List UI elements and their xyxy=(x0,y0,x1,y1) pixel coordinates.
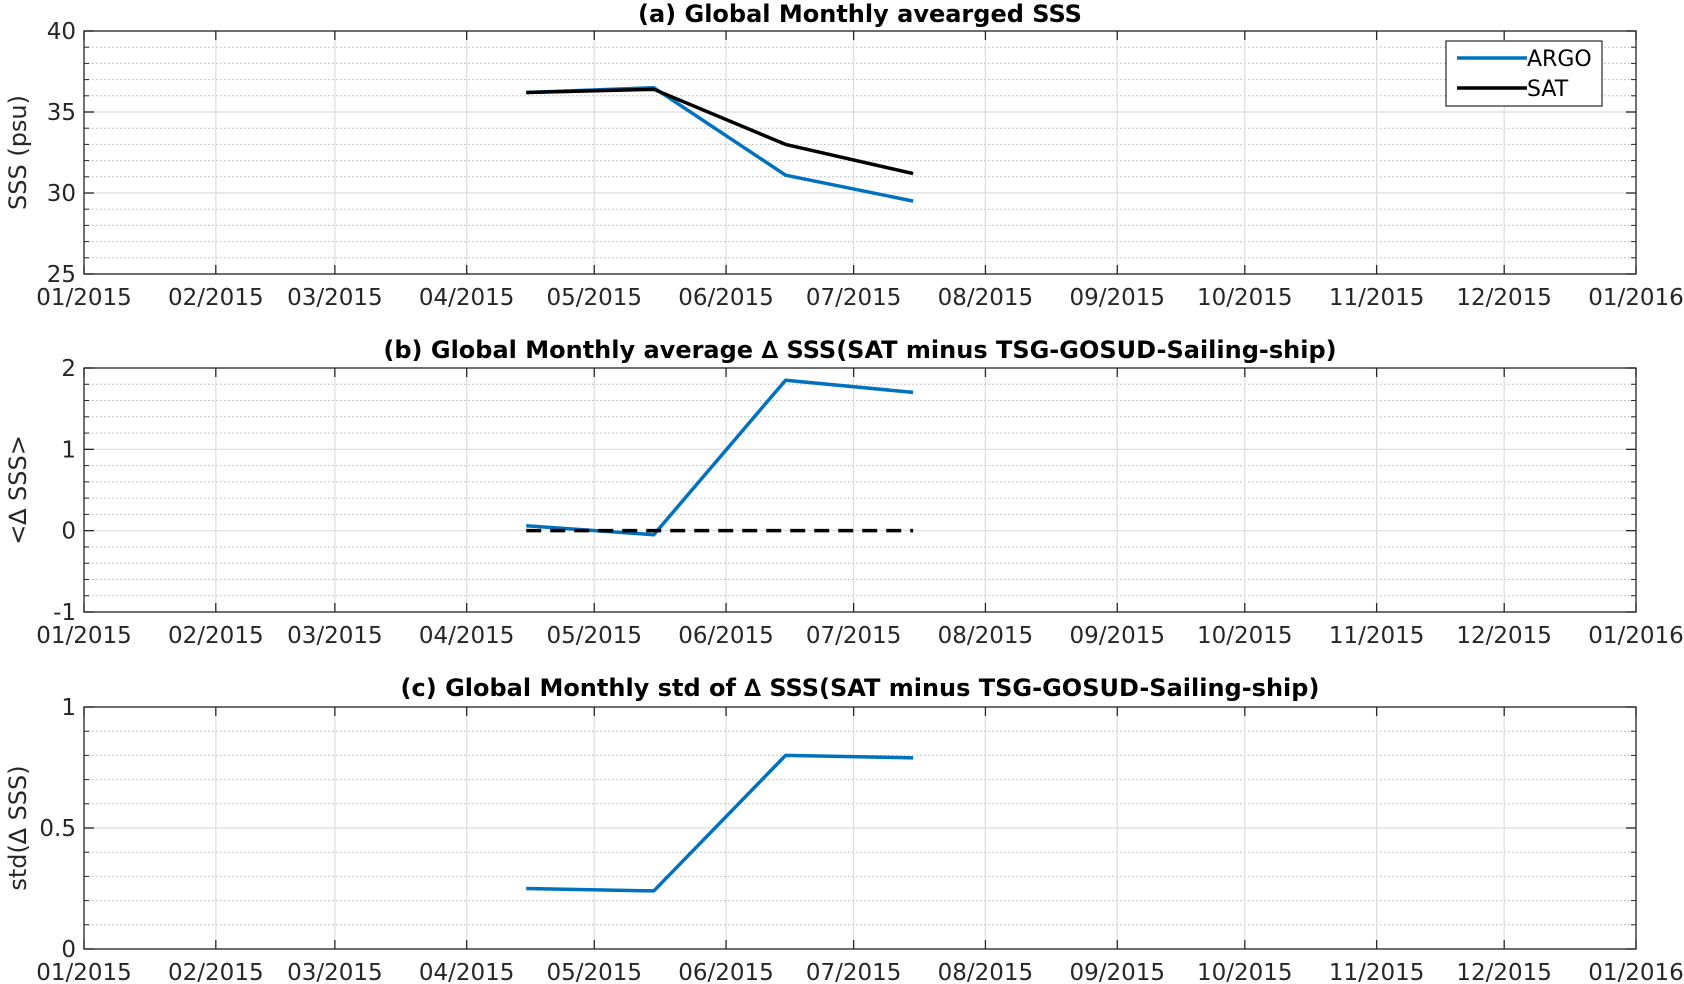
panel-b-x-tick-label: 01/2016 xyxy=(1588,623,1684,649)
panel-c-x-tick-label: 12/2015 xyxy=(1456,960,1552,984)
panel-a-x-tick-label: 09/2015 xyxy=(1069,285,1165,311)
panel-b-y-axis-label: <∆ SSS> xyxy=(4,435,32,545)
panel-b-x-tick-label: 11/2015 xyxy=(1329,623,1425,649)
panel-b-x-tick-label: 01/2015 xyxy=(36,623,132,649)
panel-b-x-tick-label: 09/2015 xyxy=(1069,623,1165,649)
panel-b: 01/2015 02/2015 03/2015 04/2015 05/2015 06/20… xyxy=(4,336,1684,649)
panel-c-x-tick-label: 09/2015 xyxy=(1069,960,1165,984)
panel-b-x-tick-label: 12/2015 xyxy=(1456,623,1552,649)
panel-a-series-sat xyxy=(526,87,914,176)
panel-b-x-tick-label: 03/2015 xyxy=(287,623,383,649)
panel-b-tick-marks xyxy=(83,367,1637,613)
panel-b-x-tick-label: 08/2015 xyxy=(938,623,1034,649)
panel-b-x-tick-label: 06/2015 xyxy=(678,623,774,649)
panel-a-y-tick-label: 30 xyxy=(47,181,76,207)
panel-a-plot-area xyxy=(84,31,1636,274)
panel-b-x-tick-label: 05/2015 xyxy=(546,623,642,649)
panel-c-series-line-1 xyxy=(526,753,914,893)
panel-a-y-tick-label: 40 xyxy=(47,19,76,45)
panel-a-x-tick-label: 08/2015 xyxy=(938,285,1034,311)
panel-a-x-tick-label: 01/2015 xyxy=(36,285,132,311)
legend-label-argo: ARGO xyxy=(1527,47,1592,72)
panel-b-title: (b) Global Monthly average ∆ SSS(SAT min… xyxy=(383,336,1336,364)
panel-a-y-tick-label: 35 xyxy=(47,100,76,126)
panel-b-y-tick-label: -1 xyxy=(53,600,76,626)
panel-a-x-tick-label: 10/2015 xyxy=(1197,285,1293,311)
panel-a-x-tick-label: 11/2015 xyxy=(1329,285,1425,311)
panel-c-x-tick-label: 11/2015 xyxy=(1329,960,1425,984)
panel-c-x-tick-label: 02/2015 xyxy=(168,960,264,984)
panel-c: 01/2015 02/2015 03/2015 04/2015 05/2015 06/20… xyxy=(4,674,1684,984)
panel-a-x-tick-label: 12/2015 xyxy=(1456,285,1552,311)
panel-c-y-tick-label: 0 xyxy=(61,937,76,963)
panel-a-x-tick-label: 07/2015 xyxy=(806,285,902,311)
panel-b-x-tick-label: 07/2015 xyxy=(806,623,902,649)
panel-a-y-axis-label: SSS (psu) xyxy=(4,95,32,210)
panel-c-title: (c) Global Monthly std of ∆ SSS(SAT minu… xyxy=(401,674,1320,702)
panel-c-x-tick-label: 08/2015 xyxy=(938,960,1034,984)
panel-a-title: (a) Global Monthly avearged SSS xyxy=(638,0,1082,28)
panel-c-x-tick-label: 04/2015 xyxy=(419,960,515,984)
legend-label-sat: SAT xyxy=(1527,77,1569,102)
panel-b-x-tick-label: 02/2015 xyxy=(168,623,264,649)
panel-b-y-tick-label: 2 xyxy=(61,356,76,382)
panel-c-x-tick-label: 05/2015 xyxy=(546,960,642,984)
panel-b-y-tick-label: 0 xyxy=(61,519,76,545)
panel-a-tick-marks xyxy=(83,30,1637,275)
panel-c-x-tick-label: 06/2015 xyxy=(678,960,774,984)
panel-c-y-axis-label: std(∆ SSS) xyxy=(4,765,32,890)
panel-b-plot-area xyxy=(84,368,1636,612)
panel-a-x-tick-label: 01/2016 xyxy=(1588,285,1684,311)
panel-c-y-tick-label: 1 xyxy=(61,695,76,721)
panel-a-x-tick-label: 06/2015 xyxy=(678,285,774,311)
panel-c-y-tick-label: 0.5 xyxy=(39,816,76,842)
panel-a-axes-box xyxy=(83,30,1637,275)
panel-a-y-tick-label: 25 xyxy=(47,262,76,288)
panel-b-y-tick-label: 1 xyxy=(61,437,76,463)
panel-a-x-tick-label: 02/2015 xyxy=(168,285,264,311)
panel-b-x-tick-label: 10/2015 xyxy=(1197,623,1293,649)
panel-b-x-tick-label: 04/2015 xyxy=(419,623,515,649)
panel-c-x-tick-label: 01/2015 xyxy=(36,960,132,984)
panel-a-x-tick-label: 05/2015 xyxy=(546,285,642,311)
panel-c-tick-marks xyxy=(83,706,1637,950)
panel-a: 01/2015 02/2015 03/2015 04/2015 05/2015 06/20… xyxy=(4,0,1684,311)
panel-b-axes-box xyxy=(83,367,1637,613)
panel-a-legend: ARGO SAT xyxy=(1445,40,1603,107)
panel-a-x-tick-label: 03/2015 xyxy=(287,285,383,311)
panel-b-series-line-1 xyxy=(526,378,914,537)
legend-box xyxy=(1445,40,1603,107)
panel-a-x-tick-label: 04/2015 xyxy=(419,285,515,311)
panel-c-x-tick-label: 01/2016 xyxy=(1588,960,1684,984)
panel-c-x-tick-label: 10/2015 xyxy=(1197,960,1293,984)
panel-c-x-tick-label: 03/2015 xyxy=(287,960,383,984)
panel-c-x-tick-label: 07/2015 xyxy=(806,960,902,984)
